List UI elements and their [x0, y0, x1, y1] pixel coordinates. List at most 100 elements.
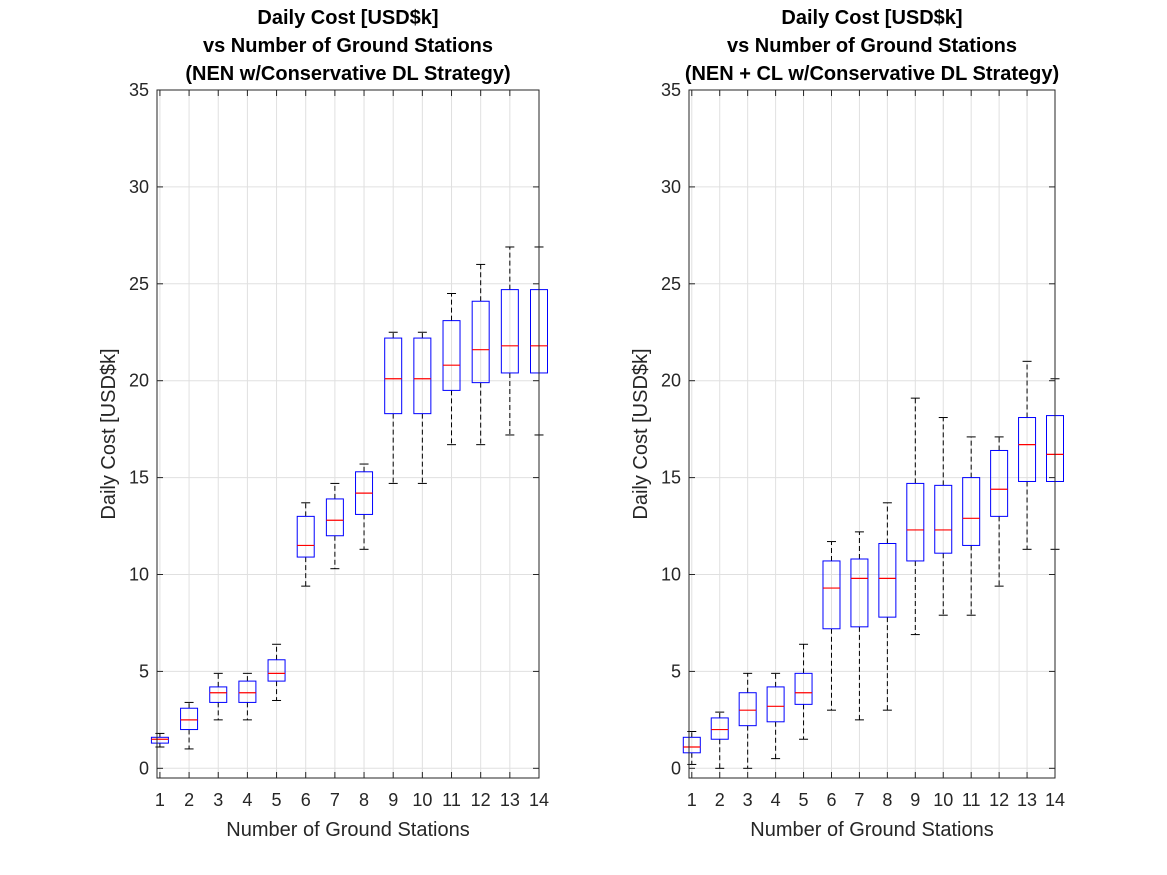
box-iqr — [738, 692, 757, 727]
y-tick-label: 20 — [129, 371, 149, 391]
y-tick-label: 10 — [129, 565, 149, 585]
box-4 — [238, 672, 257, 721]
x-tick-label: 14 — [529, 790, 549, 810]
box-iqr — [766, 686, 785, 723]
x-tick-label: 9 — [910, 790, 920, 810]
box-iqr — [209, 686, 228, 703]
box-iqr — [934, 484, 953, 554]
box-10 — [934, 417, 953, 616]
axes-frame — [688, 89, 1056, 779]
x-tick-label: 4 — [771, 790, 781, 810]
box-8 — [355, 463, 374, 550]
x-tick-label: 8 — [882, 790, 892, 810]
x-tick-label: 7 — [854, 790, 864, 810]
y-tick-label: 30 — [661, 177, 681, 197]
x-tick-label: 5 — [799, 790, 809, 810]
box-8 — [878, 502, 897, 711]
x-tick-label: 5 — [272, 790, 282, 810]
box-1 — [150, 732, 169, 748]
chart-title-line: Daily Cost [USD$k] — [781, 7, 962, 29]
y-tick-label: 35 — [661, 80, 681, 100]
box-6 — [822, 541, 841, 711]
x-tick-label: 11 — [442, 790, 461, 810]
box-10 — [413, 331, 432, 484]
x-tick-label: 4 — [242, 790, 252, 810]
y-tick-label: 15 — [661, 468, 681, 488]
box-2 — [710, 711, 729, 769]
box-iqr — [794, 672, 813, 705]
box-2 — [180, 701, 199, 750]
box-5 — [267, 643, 286, 701]
box-iqr — [500, 289, 519, 374]
y-tick-label: 35 — [129, 80, 149, 100]
box-iqr — [267, 659, 286, 682]
box-9 — [906, 397, 925, 636]
x-tick-label: 13 — [500, 790, 520, 810]
y-tick-label: 25 — [661, 274, 681, 294]
box-iqr — [990, 449, 1009, 517]
chart-title-line: vs Number of Ground Stations — [203, 35, 493, 57]
axes-frame — [156, 89, 540, 779]
box-iqr — [413, 337, 432, 415]
plot-area — [689, 90, 1055, 778]
y-tick-label: 30 — [129, 177, 149, 197]
box-iqr — [180, 707, 199, 731]
y-tick-label: 20 — [661, 371, 681, 391]
box-iqr — [682, 736, 701, 754]
x-tick-label: 9 — [388, 790, 398, 810]
box-3 — [738, 672, 757, 769]
y-tick-label: 15 — [129, 468, 149, 488]
box-7 — [850, 531, 869, 721]
chart-title-line: vs Number of Ground Stations — [727, 35, 1017, 57]
y-tick-label: 25 — [129, 274, 149, 294]
chart-title-line: Daily Cost [USD$k] — [257, 7, 438, 29]
box-13 — [1018, 360, 1037, 550]
x-axis-label: Number of Ground Stations — [226, 819, 469, 841]
plot-area — [157, 90, 539, 778]
box-7 — [325, 482, 344, 570]
box-13 — [500, 246, 519, 436]
box-4 — [766, 672, 785, 760]
box-3 — [209, 672, 228, 721]
x-tick-label: 2 — [184, 790, 194, 810]
box-iqr — [710, 717, 729, 740]
box-12 — [471, 263, 490, 446]
box-5 — [794, 643, 813, 740]
box-iqr — [150, 736, 169, 744]
y-tick-label: 0 — [139, 758, 149, 778]
x-axis-label: Number of Ground Stations — [750, 819, 993, 841]
box-iqr — [384, 337, 403, 415]
x-tick-label: 11 — [962, 790, 981, 810]
x-tick-label: 13 — [1017, 790, 1037, 810]
x-tick-label: 2 — [715, 790, 725, 810]
box-iqr — [850, 558, 869, 628]
x-tick-label: 6 — [826, 790, 836, 810]
x-tick-label: 1 — [687, 790, 697, 810]
box-iqr — [878, 542, 897, 618]
box-iqr — [822, 560, 841, 630]
box-12 — [990, 436, 1009, 587]
box-iqr — [238, 680, 257, 703]
x-tick-label: 8 — [359, 790, 369, 810]
x-tick-label: 10 — [933, 790, 953, 810]
box-11 — [962, 436, 981, 616]
x-tick-label: 10 — [412, 790, 432, 810]
box-iqr — [442, 320, 461, 391]
box-iqr — [906, 482, 925, 562]
x-tick-label: 3 — [743, 790, 753, 810]
x-tick-label: 14 — [1045, 790, 1065, 810]
y-axis-label: Daily Cost [USD$k] — [98, 348, 120, 519]
box-6 — [296, 502, 315, 587]
x-tick-label: 12 — [989, 790, 1009, 810]
chart-title-line: (NEN + CL w/Conservative DL Strategy) — [685, 63, 1059, 85]
x-tick-label: 3 — [213, 790, 223, 810]
box-iqr — [962, 477, 981, 546]
box-iqr — [1018, 417, 1037, 482]
y-axis-label: Daily Cost [USD$k] — [630, 348, 652, 519]
box-11 — [442, 292, 461, 446]
x-tick-label: 7 — [330, 790, 340, 810]
x-tick-label: 1 — [155, 790, 165, 810]
y-tick-label: 10 — [661, 565, 681, 585]
